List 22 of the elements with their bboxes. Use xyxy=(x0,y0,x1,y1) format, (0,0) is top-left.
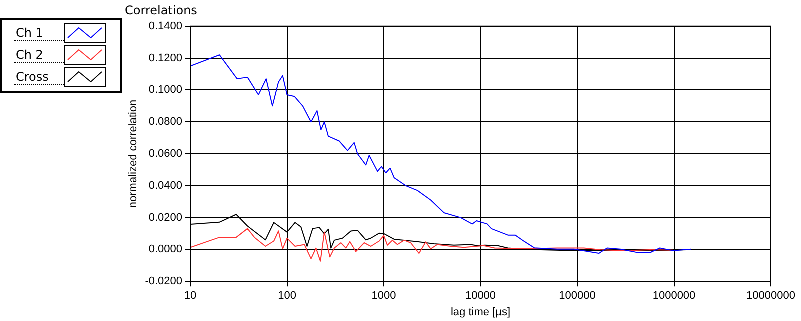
y-tick-label: 0.0600 xyxy=(148,148,183,160)
y-tick-label: 0.0800 xyxy=(148,116,183,128)
y-tick-label: 0.1400 xyxy=(148,20,183,32)
y-tick-label: -0.0200 xyxy=(145,276,183,288)
x-tick-label: 10000000 xyxy=(746,290,796,302)
y-axis-title: normalized correlation xyxy=(128,100,140,208)
x-tick-label: 100000 xyxy=(559,290,596,302)
legend-label: Ch 2 xyxy=(14,48,64,62)
x-tick-label: 10 xyxy=(184,290,197,302)
legend-label: Cross xyxy=(14,70,64,84)
x-tick-label: 100 xyxy=(278,290,296,302)
x-tick-label: 1000 xyxy=(372,290,396,302)
x-tick-label: 10000 xyxy=(465,290,496,302)
y-tick-label: 0.0400 xyxy=(148,180,183,192)
legend-label: Ch 1 xyxy=(14,26,64,40)
chart-title: Correlations xyxy=(125,3,198,18)
y-tick-label: 0.1000 xyxy=(148,84,183,96)
y-tick-label: 0.0200 xyxy=(148,212,183,224)
y-tick-label: 0.0000 xyxy=(148,244,183,256)
x-tick-label: 1000000 xyxy=(652,290,696,302)
x-axis-title: lag time [µs] xyxy=(450,306,511,318)
y-tick-label: 0.1200 xyxy=(148,52,183,64)
